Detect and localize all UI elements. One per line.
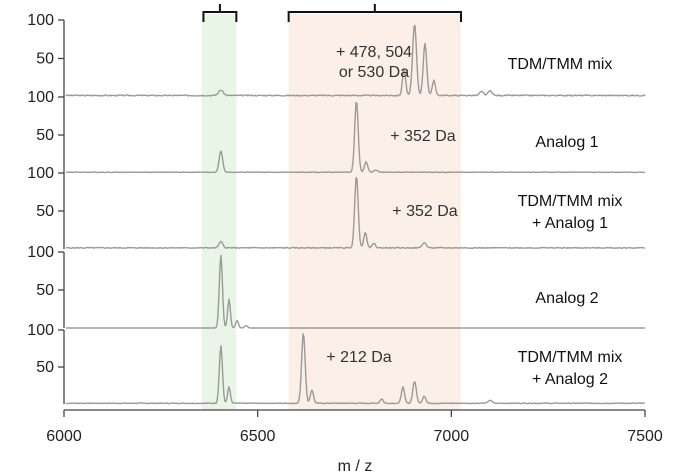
y-tick-label-3-100: 100: [27, 165, 54, 182]
trace-label-line: TDM/TMM mix: [518, 193, 623, 210]
y-tick-label-4-100: 100: [27, 244, 54, 261]
x-tick-label-6500: 6500: [240, 428, 276, 445]
trace-label-1: TDM/TMM mix: [508, 56, 613, 73]
annotation-line: or 530 Da: [339, 64, 409, 81]
y-tick-label-1-100: 100: [27, 12, 54, 29]
mass-shift-annotation-2: + 352 Da: [390, 128, 455, 145]
mass-shift-annotation-5: + 212 Da: [326, 349, 391, 366]
x-tick-label-7500: 7500: [627, 428, 663, 445]
annotation-line: + 478, 504: [336, 44, 412, 61]
x-axis-label: m / z: [338, 458, 373, 475]
annotation-line: + 212 Da: [326, 349, 391, 366]
x-tick-label-7000: 7000: [434, 428, 470, 445]
highlight-band-1: [201, 14, 237, 410]
spectrum-trace-5: [65, 333, 646, 405]
y-tick-label-4-50: 50: [36, 282, 54, 299]
spectrum-traces: [65, 24, 646, 405]
spectrum-trace-3: [65, 176, 646, 250]
spectrum-trace-1: [65, 24, 646, 97]
y-tick-label-5-100: 100: [27, 322, 54, 339]
top-brackets: [202, 4, 463, 22]
spectrum-trace-2: [65, 101, 646, 174]
y-tick-label-3-50: 50: [36, 203, 54, 220]
trace-label-4: Analog 2: [535, 290, 598, 307]
annotation-line: + 352 Da: [392, 203, 457, 220]
trace-label-line: Analog 1: [535, 134, 598, 151]
trace-label-3: TDM/TMM mix + Analog 1: [518, 193, 623, 232]
bracket-1: [202, 4, 238, 22]
trace-label-line: + Analog 2: [532, 371, 608, 388]
annotation-line: + 352 Da: [390, 128, 455, 145]
mass-shift-annotation-1: + 478, 504 or 530 Da: [336, 44, 412, 81]
x-tick-label-6000: 6000: [46, 428, 82, 445]
trace-label-5: TDM/TMM mix + Analog 2: [518, 349, 623, 388]
y-tick-label-2-100: 100: [27, 89, 54, 106]
mass-shift-annotation-3: + 352 Da: [392, 203, 457, 220]
y-tick-label-2-50: 50: [36, 127, 54, 144]
y-tick-label-1-50: 50: [36, 51, 54, 68]
axes: 6000 6500 7000 7500 50 100 50 100 50 100 50 100 50 10…: [27, 12, 663, 445]
trace-label-line: TDM/TMM mix: [518, 349, 623, 366]
y-tick-label-5-50: 50: [36, 359, 54, 376]
bracket-2: [287, 4, 463, 22]
highlight-band-2: [288, 14, 462, 410]
spectrum-trace-4: [66, 254, 645, 329]
annotations: TDM/TMM mix + 478, 504 or 530 Da Analog 1 + …: [326, 44, 622, 388]
trace-label-2: Analog 1: [535, 134, 598, 151]
trace-label-line: + Analog 1: [532, 215, 608, 232]
highlight-bands: [201, 14, 462, 410]
trace-label-line: Analog 2: [535, 290, 598, 307]
trace-label-line: TDM/TMM mix: [508, 56, 613, 73]
